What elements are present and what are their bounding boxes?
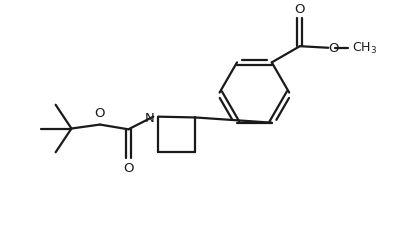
Text: O: O [294,2,304,16]
Text: O: O [123,161,133,174]
Text: O: O [328,42,338,55]
Text: CH$_3$: CH$_3$ [351,41,376,56]
Text: N: N [145,111,154,124]
Text: O: O [95,107,105,119]
